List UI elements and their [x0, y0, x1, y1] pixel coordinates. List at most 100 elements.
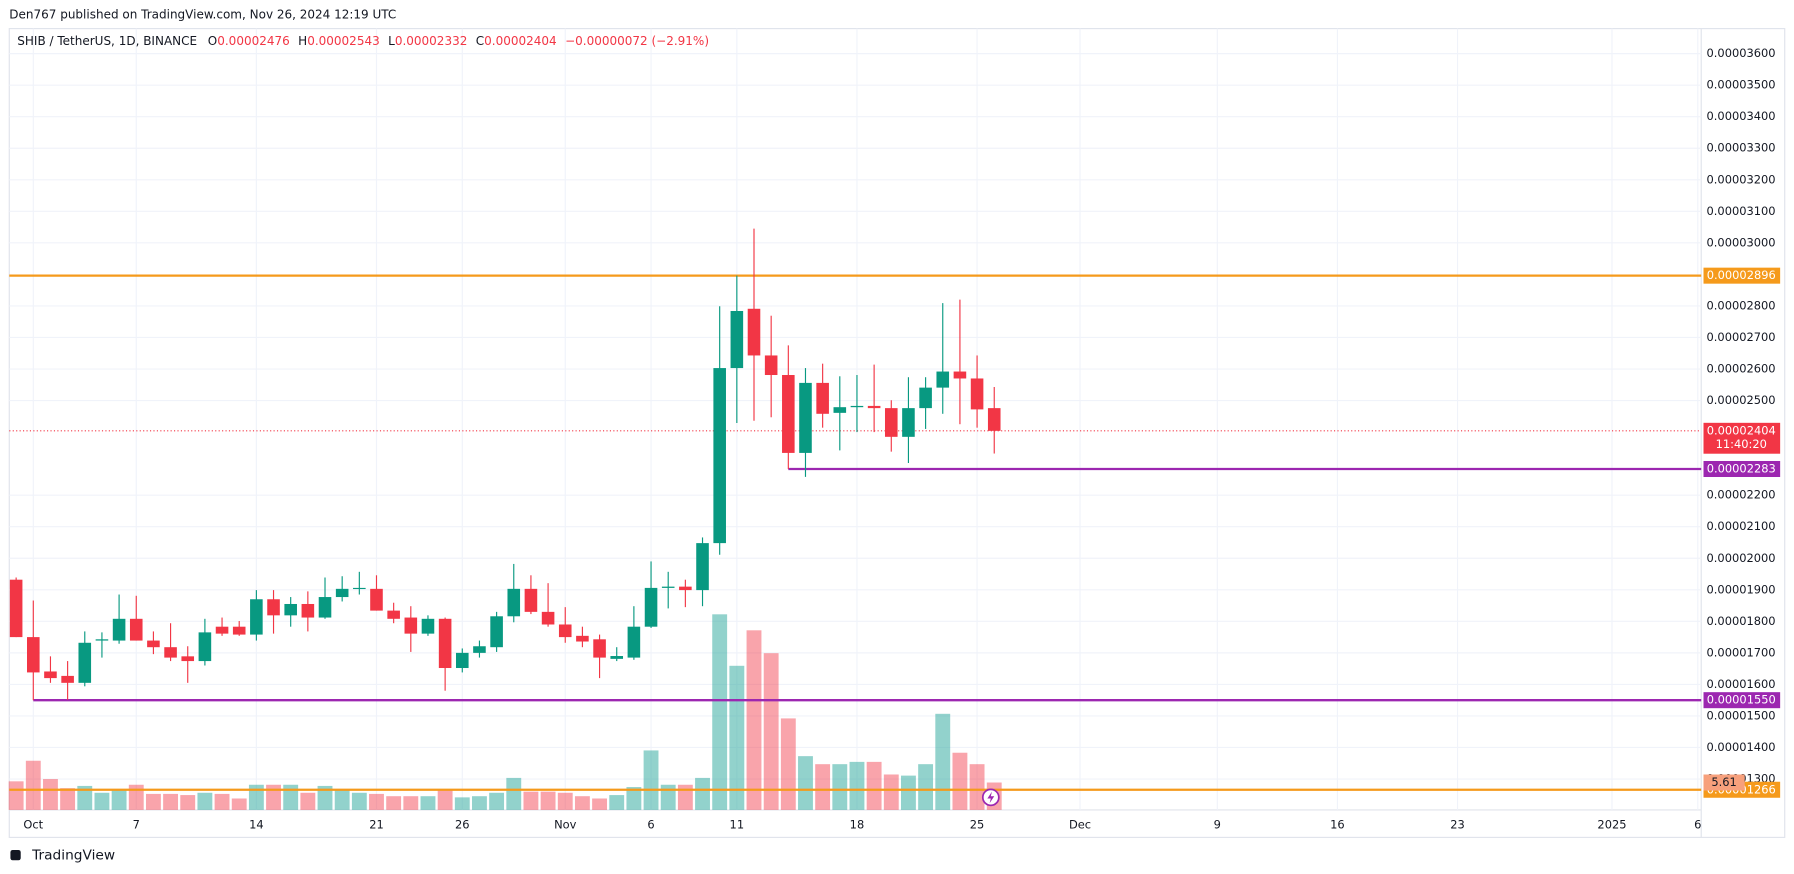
candle-body	[867, 405, 881, 409]
volume-bar	[386, 796, 402, 810]
candle-body	[198, 632, 212, 662]
candle-body	[61, 675, 74, 683]
volume-bar	[712, 614, 728, 810]
volume-bar	[231, 798, 247, 810]
volume-bar	[815, 764, 831, 810]
y-tick-label: 0.00002000	[1707, 551, 1776, 565]
y-tick-label: 0.00001700	[1707, 645, 1776, 659]
y-tick-label: 0.00003100	[1707, 204, 1776, 218]
y-tick-label: 0.00001400	[1707, 740, 1776, 754]
price-tag	[1703, 267, 1781, 284]
y-tick-label: 0.00003000	[1707, 235, 1776, 249]
candle-body	[936, 371, 950, 388]
volume-bar	[918, 764, 934, 810]
alert-icon-bolt[interactable]	[987, 791, 995, 804]
plot: 0.00003600 0.00003500 0.00003400 0.00003300…	[8, 28, 1781, 831]
volume-bar	[60, 788, 76, 810]
volume-bar	[763, 653, 779, 810]
candle-body	[370, 588, 383, 611]
candle-body	[524, 588, 538, 612]
candle-body	[902, 408, 915, 437]
candle-body	[455, 652, 469, 669]
y-tick-label: 0.00003600	[1707, 46, 1776, 60]
tradingview-logo: TradingView	[10, 848, 115, 864]
candle-body	[490, 616, 503, 648]
x-tick-label: 9	[1214, 817, 1221, 831]
footer-brand: TradingView	[31, 848, 115, 864]
volume-bar	[643, 750, 659, 810]
candle-body	[129, 618, 143, 641]
volume-bar	[8, 781, 24, 810]
candle-body	[747, 308, 761, 356]
price-tag-label: 0.00001550	[1707, 693, 1776, 707]
x-tick-label: 23	[1450, 817, 1465, 831]
candle-body	[730, 310, 744, 369]
volume-bar	[626, 787, 642, 810]
volume-bar	[935, 713, 951, 810]
volume-bar	[25, 760, 41, 810]
volume-bar	[506, 777, 522, 810]
symbol: SHIB / TetherUS, 1D, BINANCE	[17, 34, 197, 48]
candle-body	[27, 637, 40, 673]
volume-bar	[866, 761, 882, 810]
candle-body	[799, 382, 812, 453]
volume-bar	[677, 784, 693, 810]
candle-body	[764, 355, 778, 376]
logo-mark	[10, 849, 21, 861]
x-tick-label: Nov	[554, 817, 577, 831]
candle-body	[576, 635, 589, 642]
volume-bar	[695, 777, 710, 810]
price-tag	[1703, 692, 1781, 709]
candle-body	[181, 656, 195, 662]
volume-tag	[1703, 774, 1745, 791]
candle-body	[387, 610, 400, 619]
y-tick-label: 0.00002700	[1707, 330, 1776, 344]
volume-bar	[420, 796, 436, 810]
y-tick-label: 0.00002600	[1707, 362, 1776, 376]
y-tick-label: 0.00003400	[1707, 109, 1776, 123]
candle-body	[507, 588, 521, 617]
ohlc-value: 0.00002332	[395, 34, 468, 48]
candle-body	[301, 603, 315, 618]
x-tick-label: 26	[455, 817, 470, 831]
x-tick-label: 21	[369, 817, 384, 831]
volume-bar	[849, 761, 865, 810]
candle-body	[112, 618, 126, 641]
candle-body	[919, 387, 932, 409]
candle-body	[627, 626, 641, 658]
volume-bar	[729, 665, 745, 810]
candle-body	[816, 382, 829, 414]
x-tick-label: Oct	[23, 817, 43, 831]
x-tick-label: 7	[133, 817, 140, 831]
candle-body	[833, 407, 847, 413]
candle-body	[353, 587, 366, 590]
x-tick-label: 2025	[1597, 817, 1626, 831]
volume-bar	[214, 793, 230, 810]
candle-body	[541, 611, 555, 625]
volume-bar	[145, 793, 161, 810]
volume-bar	[94, 792, 110, 810]
x-tick-label: 25	[970, 817, 985, 831]
ohlc-key: L	[388, 34, 395, 48]
candle-body	[164, 647, 177, 658]
candle-body	[438, 618, 452, 669]
volume-bar	[77, 785, 93, 810]
candle-body	[610, 656, 624, 659]
volume-bar	[883, 774, 899, 810]
candle-body	[267, 599, 280, 616]
candle-body	[679, 586, 692, 591]
alert-icon[interactable]	[981, 788, 1000, 807]
volume-bar	[317, 785, 333, 810]
volume-bar	[660, 784, 676, 810]
volume-bar	[574, 796, 590, 810]
publisher-line: Den767 published on TradingView.com, Nov…	[9, 7, 396, 21]
candle-body	[558, 624, 572, 638]
price-tag-label: 0.00002896	[1707, 268, 1776, 282]
volume-bar	[283, 784, 299, 810]
volume-bar	[523, 791, 539, 810]
volume-bar	[300, 792, 316, 810]
last-price-tag	[1703, 422, 1781, 454]
volume-bar	[334, 789, 350, 810]
ohlc-key: C	[476, 34, 484, 48]
